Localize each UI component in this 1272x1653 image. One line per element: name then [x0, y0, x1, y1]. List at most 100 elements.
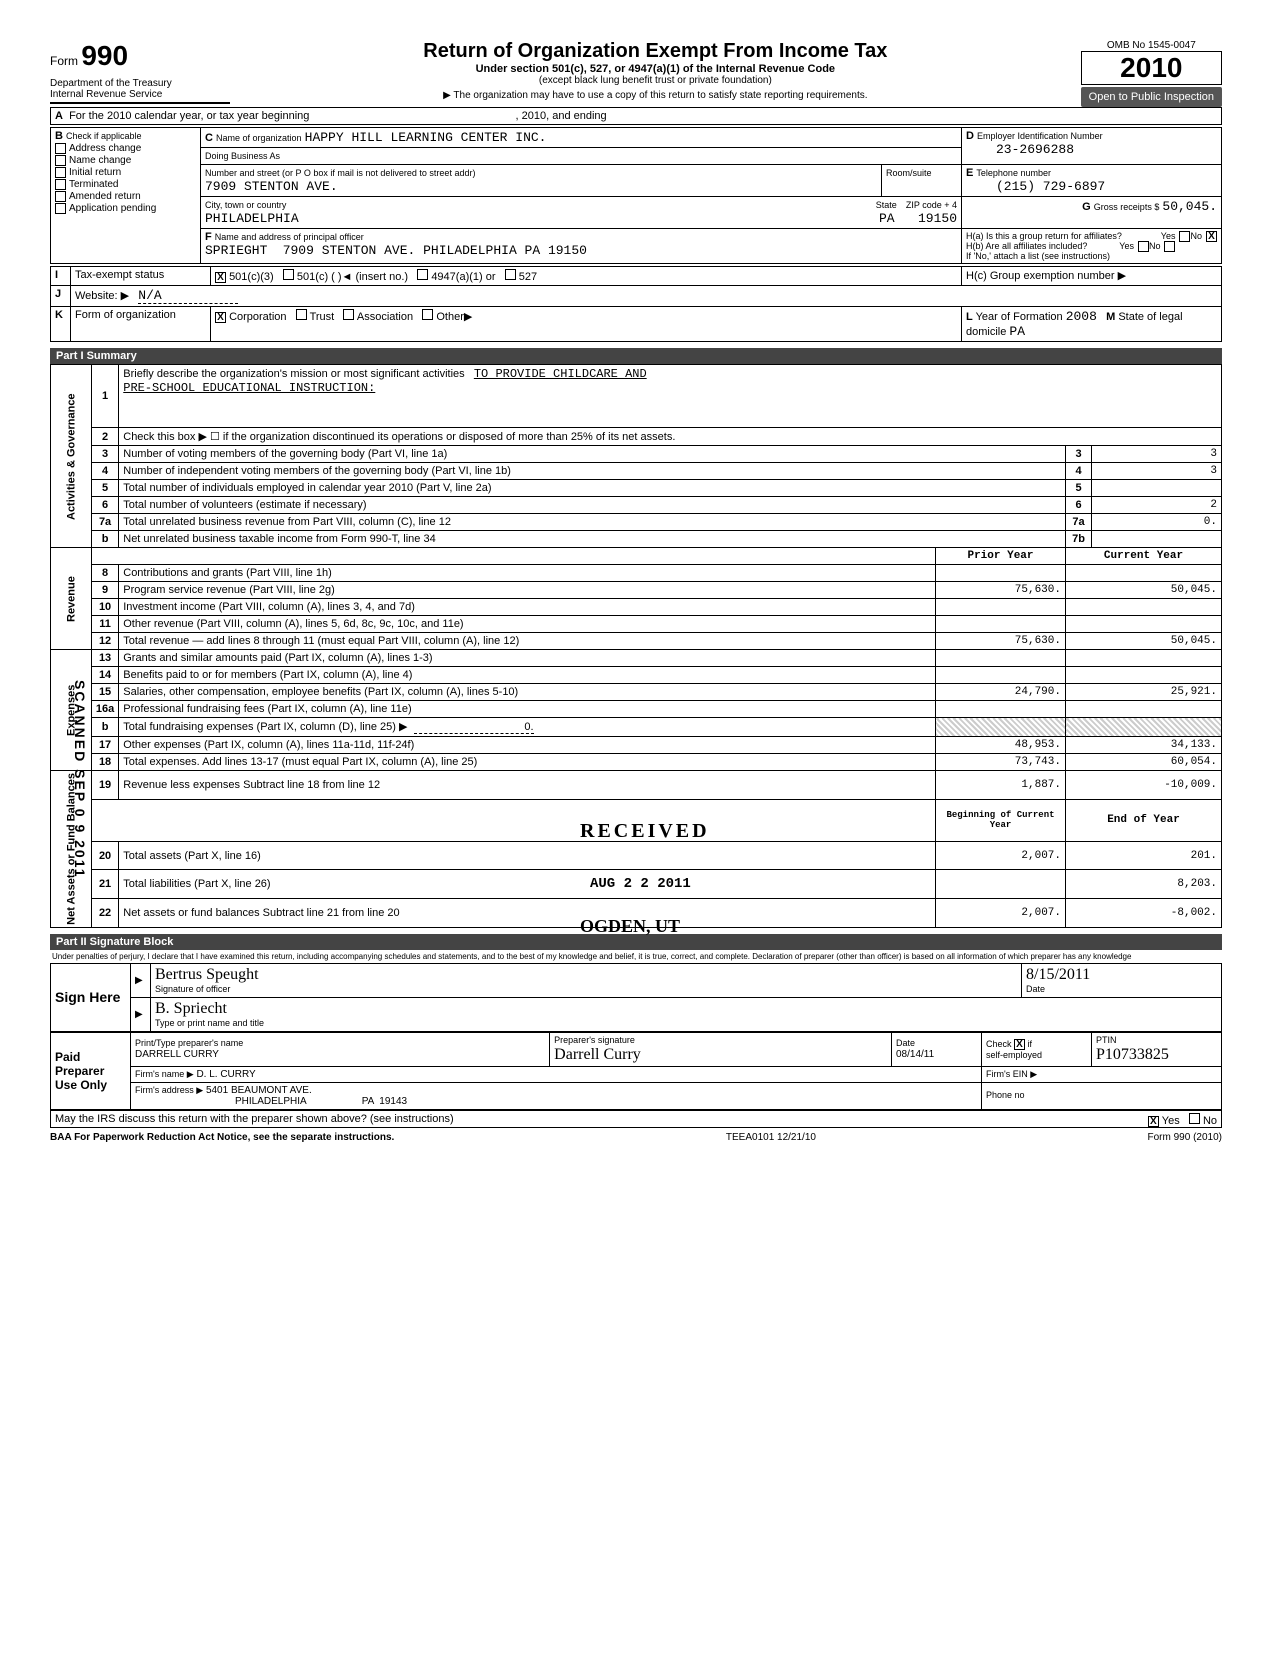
p9: 75,630.	[936, 582, 1066, 599]
officer-printed: B. Spriecht	[155, 1000, 227, 1017]
c12: 50,045.	[1066, 633, 1222, 650]
v16b: 0.	[414, 721, 534, 734]
gross-value: 50,045.	[1162, 199, 1217, 214]
tax-exempt-label: Tax-exempt status	[71, 267, 211, 286]
signature-area: Sign Here ▶ Bertrus Speught Signature of…	[50, 963, 1222, 1032]
hb-yes[interactable]: Yes	[1119, 241, 1134, 251]
sig-date-label: Date	[1026, 984, 1045, 994]
ha-label: H(a) Is this a group return for affiliat…	[966, 231, 1122, 241]
firm-city: PHILADELPHIA PA 19143	[135, 1096, 407, 1107]
line16b: Total fundraising expenses (Part IX, col…	[123, 721, 407, 733]
p12: 75,630.	[936, 633, 1066, 650]
gross-label: Gross receipts $	[1094, 202, 1160, 212]
p17: 48,953.	[936, 737, 1066, 754]
end-hdr: End of Year	[1066, 799, 1222, 841]
firm-name: D. L. CURRY	[196, 1069, 255, 1080]
year-form-value: 2008	[1066, 309, 1097, 324]
discuss-no[interactable]: No	[1203, 1115, 1217, 1127]
part1-header: Part I Summary	[50, 348, 1222, 364]
line4: Number of independent voting members of …	[119, 463, 1066, 480]
omb-number: OMB No 1545-0047	[1081, 40, 1222, 51]
form-code: TEEA0101 12/21/10	[726, 1132, 816, 1143]
chk-name-change[interactable]: Name change	[69, 155, 131, 166]
chk-terminated[interactable]: Terminated	[69, 179, 118, 190]
form-header: Form 990 Department of the Treasury Inte…	[50, 40, 1222, 107]
addr-value: 7909 STENTON AVE.	[205, 179, 338, 194]
org-name: HAPPY HILL LEARNING CENTER INC.	[305, 130, 547, 145]
opt-501c3[interactable]: 501(c)(3)	[229, 271, 274, 283]
v4: 3	[1092, 463, 1222, 480]
firm-ein-label: Firm's EIN ▶	[986, 1069, 1037, 1079]
open-to-public-badge: Open to Public Inspection	[1081, 87, 1222, 107]
side-netassets: Net Assets or Fund Balances	[51, 771, 92, 928]
ptin-label: PTIN	[1096, 1035, 1117, 1045]
line11: Other revenue (Part VIII, column (A), li…	[119, 616, 936, 633]
line8: Contributions and grants (Part VIII, lin…	[119, 565, 936, 582]
line15: Salaries, other compensation, employee b…	[119, 684, 936, 701]
dba-label: Doing Business As	[205, 151, 280, 161]
city-label: City, town or country	[205, 200, 286, 210]
chk-initial-return[interactable]: Initial return	[69, 167, 121, 178]
state-value: PA	[879, 211, 895, 226]
ha-no[interactable]: No	[1190, 231, 1202, 241]
line5: Total number of individuals employed in …	[119, 480, 1066, 497]
ogden-stamp: OGDEN, UT	[580, 916, 680, 937]
opt-trust[interactable]: Trust	[310, 311, 335, 323]
city-value: PHILADELPHIA	[205, 211, 299, 226]
ein-value: 23-2696288	[966, 142, 1074, 157]
opt-527[interactable]: 527	[519, 271, 537, 283]
chk-address-change[interactable]: Address change	[69, 143, 141, 154]
line6: Total number of volunteers (estimate if …	[119, 497, 1066, 514]
form-note: ▶ The organization may have to use a cop…	[240, 90, 1071, 101]
c21: 8,203.	[1066, 870, 1222, 899]
line21: Total liabilities (Part X, line 26)	[119, 870, 936, 899]
discuss-label: May the IRS discuss this return with the…	[55, 1113, 454, 1125]
c9: 50,045.	[1066, 582, 1222, 599]
opt-501c[interactable]: 501(c) (	[297, 271, 335, 283]
beg-hdr: Beginning of Current Year	[936, 799, 1066, 841]
opt-4947[interactable]: 4947(a)(1) or	[431, 271, 495, 283]
line9: Program service revenue (Part VIII, line…	[119, 582, 936, 599]
hb-note: If 'No,' attach a list (see instructions…	[966, 251, 1110, 261]
line7a: Total unrelated business revenue from Pa…	[119, 514, 1066, 531]
chk-application-pending[interactable]: Application pending	[69, 203, 156, 214]
summary-table: Activities & Governance 1 Briefly descri…	[50, 364, 1222, 928]
website-label: Website: ▶	[75, 290, 129, 302]
state-dom-value: PA	[1009, 324, 1025, 339]
form-prefix: Form	[50, 54, 78, 68]
p15: 24,790.	[936, 684, 1066, 701]
ha-yes[interactable]: Yes	[1161, 231, 1176, 241]
opt-insert: )◄ (insert no.)	[338, 271, 408, 283]
c22: -8,002.	[1066, 899, 1222, 928]
org-name-label: Name of organization	[216, 133, 302, 143]
opt-assoc[interactable]: Association	[357, 311, 413, 323]
opt-other[interactable]: Other▶	[436, 311, 472, 323]
form-number: Form 990	[50, 40, 230, 72]
c20: 201.	[1066, 841, 1222, 870]
phone-value: (215) 729-6897	[966, 179, 1105, 194]
line14: Benefits paid to or for members (Part IX…	[119, 667, 936, 684]
year-form-label: Year of Formation	[976, 311, 1063, 323]
prior-hdr: Prior Year	[936, 548, 1066, 565]
firm-addr: 5401 BEAUMONT AVE.	[206, 1085, 312, 1096]
form-ref: Form 990 (2010)	[1148, 1132, 1222, 1143]
room-label: Room/suite	[886, 168, 932, 178]
mission-1: TO PROVIDE CHILDCARE AND	[474, 367, 647, 381]
line13: Grants and similar amounts paid (Part IX…	[119, 650, 936, 667]
prep-signature: Darrell Curry	[554, 1046, 641, 1063]
line1-label: Briefly describe the organization's miss…	[123, 368, 464, 380]
line12: Total revenue — add lines 8 through 11 (…	[119, 633, 936, 650]
prep-date-label: Date	[896, 1038, 915, 1048]
prep-sig-label: Preparer's signature	[554, 1035, 635, 1045]
chk-amended-return[interactable]: Amended return	[69, 191, 141, 202]
line10: Investment income (Part VIII, column (A)…	[119, 599, 936, 616]
phone-label: Telephone number	[976, 168, 1051, 178]
discuss-yes[interactable]: Yes	[1162, 1115, 1180, 1127]
hc-label: H(c) Group exemption number ▶	[962, 267, 1222, 286]
line-a: A For the 2010 calendar year, or tax yea…	[50, 107, 1222, 125]
v5	[1092, 480, 1222, 497]
opt-corp[interactable]: Corporation	[229, 311, 286, 323]
p18: 73,743.	[936, 754, 1066, 771]
c18: 60,054.	[1066, 754, 1222, 771]
hb-no[interactable]: No	[1149, 241, 1161, 251]
